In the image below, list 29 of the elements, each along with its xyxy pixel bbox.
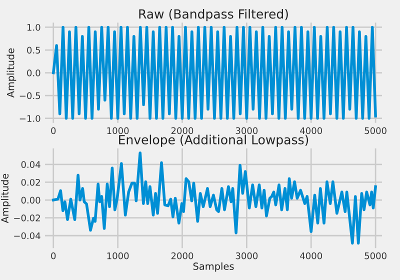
x-tick-label: 4000 xyxy=(300,252,322,260)
line-series xyxy=(52,26,377,120)
x-tick-label: 1000 xyxy=(107,252,129,260)
y-tick-label: −0.5 xyxy=(20,92,40,100)
x-tick-label: 1000 xyxy=(107,127,129,134)
line-series xyxy=(52,151,377,245)
y-tick-label: −1.0 xyxy=(20,115,40,122)
y-axis-title: Amplitude xyxy=(6,48,16,98)
x-tick-label: 3000 xyxy=(236,252,258,260)
y-tick-label: 0.04 xyxy=(21,161,40,168)
x-tick-label: 0 xyxy=(51,252,56,260)
y-tick-label: −0.04 xyxy=(14,232,40,240)
y-tick-label: 0.02 xyxy=(21,178,40,186)
x-tick-label: 4000 xyxy=(300,127,322,134)
x-tick-label: 2000 xyxy=(171,127,194,134)
x-tick-label: 0 xyxy=(51,127,56,134)
chart-title: Envelope (Additional Lowpass) xyxy=(119,134,308,147)
x-tick-label: 5000 xyxy=(364,252,386,260)
y-tick-label: 0.0 xyxy=(27,70,40,76)
y-tick-label: −0.02 xyxy=(14,214,40,222)
x-tick-label: 3000 xyxy=(236,127,258,134)
y-tick-label: 0.5 xyxy=(27,46,40,54)
chart-title: Raw (Bandpass Filtered) xyxy=(139,9,288,22)
y-axis-title: Amplitude xyxy=(0,174,10,224)
x-tick-label: 2000 xyxy=(171,252,194,260)
y-tick-label: 1.0 xyxy=(27,24,40,31)
x-tick-label: 5000 xyxy=(364,127,386,134)
y-tick-label: 0.00 xyxy=(21,196,40,204)
x-axis-title: Samples xyxy=(193,262,234,272)
